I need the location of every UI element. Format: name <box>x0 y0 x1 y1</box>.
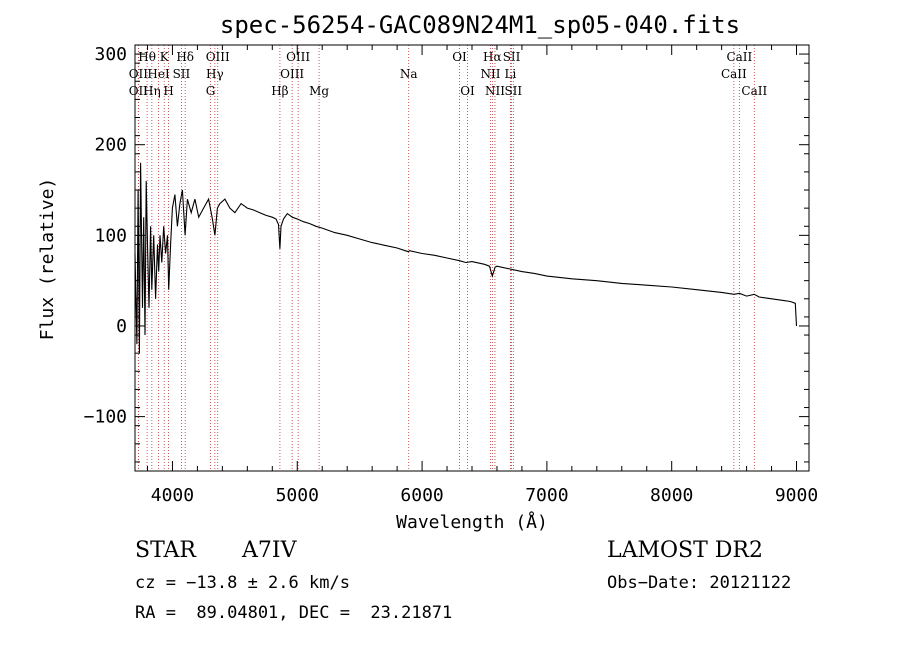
x-axis-label: Wavelength (Å) <box>396 511 548 533</box>
spectral-line-label: SII <box>173 67 191 81</box>
spectral-line-label: HeI <box>147 67 170 81</box>
spectral-line-label: Hβ <box>271 84 288 98</box>
chart-title: spec-56254-GAC089N24M1_sp05-040.fits <box>220 11 740 39</box>
spectral-line-label: Mg <box>309 84 329 98</box>
y-tick-label: 100 <box>94 225 127 246</box>
y-tick-label: 300 <box>94 44 127 65</box>
spectral-line-label: Hγ <box>206 67 224 81</box>
spectral-line-label: Hα <box>483 50 502 64</box>
spectral-line-label: NII <box>485 84 505 98</box>
spectral-line-label: CaII <box>721 67 747 81</box>
spectral-line-label: OII <box>129 67 149 81</box>
spectral-line-label: NII <box>480 67 500 81</box>
spectral-line-label: OII <box>129 84 149 98</box>
x-tick-label: 8000 <box>650 485 693 506</box>
spectral-line-label: CaII <box>726 50 752 64</box>
x-tick-label: 4000 <box>151 485 194 506</box>
object-subclass: A7IV <box>242 538 297 563</box>
y-axis-label: Flux (relative) <box>37 178 58 341</box>
spectral-line-label: Hη <box>143 84 161 98</box>
spectral-line-label: OI <box>452 50 467 64</box>
spectral-line-label: SII <box>504 84 522 98</box>
spectral-line-label: OIII <box>286 50 310 64</box>
x-tick-label: 9000 <box>775 485 818 506</box>
spectral-line-label: OIII <box>280 67 304 81</box>
spectral-line-label: OI <box>460 84 475 98</box>
spectral-line-label: G <box>206 84 216 98</box>
spectral-line-label: OIII <box>206 50 230 64</box>
spectral-line-label: CaII <box>741 84 767 98</box>
x-tick-label: 7000 <box>525 485 568 506</box>
x-tick-label: 5000 <box>276 485 319 506</box>
spectral-line-label: H <box>163 84 173 98</box>
y-tick-label: 200 <box>94 135 127 156</box>
observation-date: Obs−Date: 20121122 <box>607 573 792 593</box>
spectral-line-label: Hθ <box>138 50 156 64</box>
object-class: STAR <box>135 538 196 563</box>
x-tick-label: 6000 <box>400 485 443 506</box>
plot-frame <box>134 44 810 472</box>
spectral-line-label: SII <box>503 50 521 64</box>
spectral-line-label: Hδ <box>176 50 194 64</box>
y-tick-label: 0 <box>116 316 127 337</box>
survey-name: LAMOST DR2 <box>607 538 763 563</box>
spectral-line-label: Na <box>400 67 418 81</box>
spectrum-line <box>134 162 798 354</box>
spectral-line-label: Li <box>505 67 517 81</box>
ra-dec: RA = 89.04801, DEC = 23.21871 <box>135 603 453 623</box>
spectral-line-label: K <box>160 50 170 64</box>
y-tick-label: −100 <box>84 407 127 428</box>
redshift-cz: cz = −13.8 ± 2.6 km/s <box>135 573 350 593</box>
